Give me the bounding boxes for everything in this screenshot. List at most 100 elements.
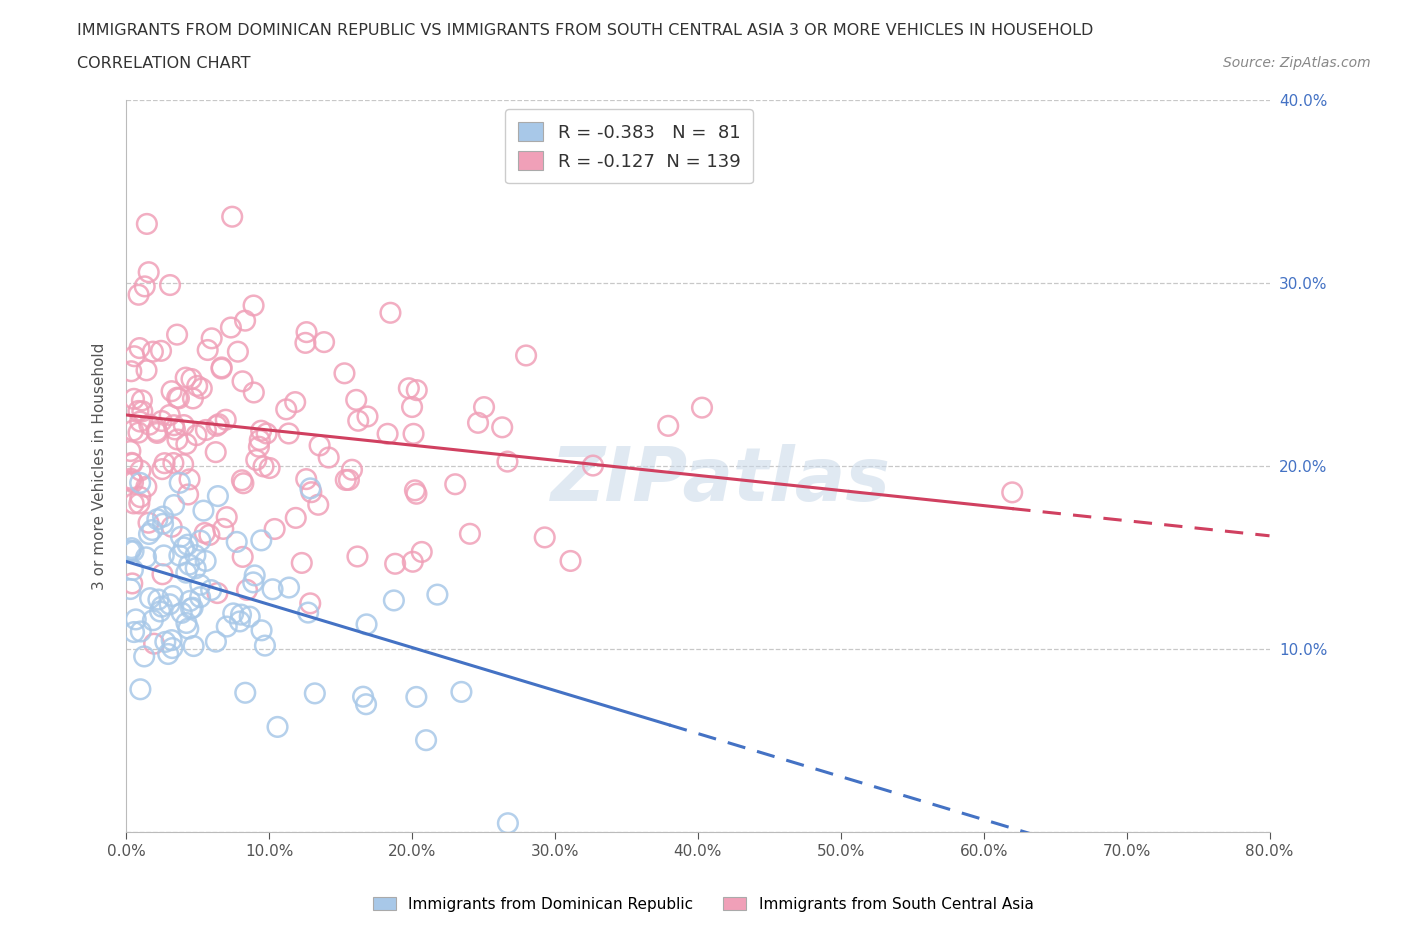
Point <box>120 472 142 487</box>
Point <box>138 265 160 280</box>
Point <box>263 522 285 537</box>
Point <box>179 557 201 572</box>
Point <box>277 426 299 441</box>
Point <box>145 423 167 438</box>
Point <box>221 209 243 224</box>
Point <box>333 365 356 380</box>
Point <box>127 404 149 418</box>
Point <box>299 481 322 496</box>
Point <box>121 456 143 471</box>
Point <box>207 586 229 601</box>
Point <box>291 555 314 570</box>
Point <box>294 336 316 351</box>
Point <box>307 498 329 512</box>
Point <box>232 374 254 389</box>
Point <box>122 496 145 511</box>
Point <box>163 418 186 432</box>
Point <box>415 733 437 748</box>
Point <box>184 548 207 563</box>
Point <box>318 450 340 465</box>
Point <box>128 287 150 302</box>
Point <box>120 364 142 379</box>
Point <box>276 402 298 417</box>
Point <box>405 383 427 398</box>
Point <box>143 636 166 651</box>
Point <box>194 422 217 437</box>
Point <box>533 530 555 545</box>
Point <box>444 477 467 492</box>
Point <box>188 590 211 604</box>
Point <box>194 525 217 540</box>
Point <box>122 349 145 364</box>
Point <box>121 540 143 555</box>
Point <box>152 548 174 563</box>
Point <box>179 593 201 608</box>
Point <box>120 444 142 458</box>
Point <box>657 418 679 433</box>
Point <box>159 407 181 422</box>
Point <box>250 423 273 438</box>
Point <box>233 313 256 328</box>
Text: ZIPatlas: ZIPatlas <box>551 445 890 517</box>
Point <box>139 591 162 605</box>
Point <box>122 475 145 490</box>
Point <box>122 563 145 578</box>
Point <box>278 580 301 595</box>
Point <box>496 816 519 830</box>
Point <box>215 619 238 634</box>
Point <box>560 553 582 568</box>
Point <box>467 416 489 431</box>
Point <box>162 456 184 471</box>
Point <box>169 475 191 490</box>
Point <box>266 720 288 735</box>
Point <box>226 344 249 359</box>
Point <box>335 472 357 487</box>
Point <box>690 400 713 415</box>
Point <box>496 454 519 469</box>
Point <box>173 418 195 432</box>
Point <box>186 428 208 443</box>
Point <box>176 538 198 552</box>
Point <box>212 522 235 537</box>
Point <box>249 432 271 447</box>
Point <box>295 325 318 339</box>
Point <box>160 384 183 399</box>
Point <box>163 422 186 437</box>
Point <box>243 385 266 400</box>
Point <box>166 432 188 447</box>
Point <box>191 381 214 396</box>
Point <box>450 684 472 699</box>
Point <box>122 544 145 559</box>
Point <box>166 327 188 342</box>
Point <box>382 593 405 608</box>
Point <box>170 605 193 620</box>
Point <box>186 379 208 393</box>
Point <box>340 462 363 477</box>
Point <box>236 582 259 597</box>
Point <box>162 589 184 604</box>
Point <box>405 486 427 501</box>
Point <box>128 496 150 511</box>
Point <box>405 689 427 704</box>
Point <box>129 682 152 697</box>
Point <box>347 413 370 428</box>
Point <box>205 634 228 649</box>
Point <box>295 472 318 486</box>
Point <box>256 426 278 441</box>
Point <box>458 526 481 541</box>
Point <box>183 639 205 654</box>
Y-axis label: 3 or more Vehicles in Household: 3 or more Vehicles in Household <box>93 342 107 590</box>
Point <box>402 427 425 442</box>
Point <box>146 426 169 441</box>
Point <box>142 344 165 359</box>
Point <box>401 400 423 415</box>
Point <box>204 445 226 459</box>
Point <box>180 601 202 616</box>
Point <box>252 459 274 474</box>
Point <box>515 348 537 363</box>
Text: IMMIGRANTS FROM DOMINICAN REPUBLIC VS IMMIGRANTS FROM SOUTH CENTRAL ASIA 3 OR MO: IMMIGRANTS FROM DOMINICAN REPUBLIC VS IM… <box>77 23 1094 38</box>
Point <box>472 400 495 415</box>
Point <box>173 540 195 555</box>
Point <box>356 617 378 631</box>
Point <box>166 391 188 405</box>
